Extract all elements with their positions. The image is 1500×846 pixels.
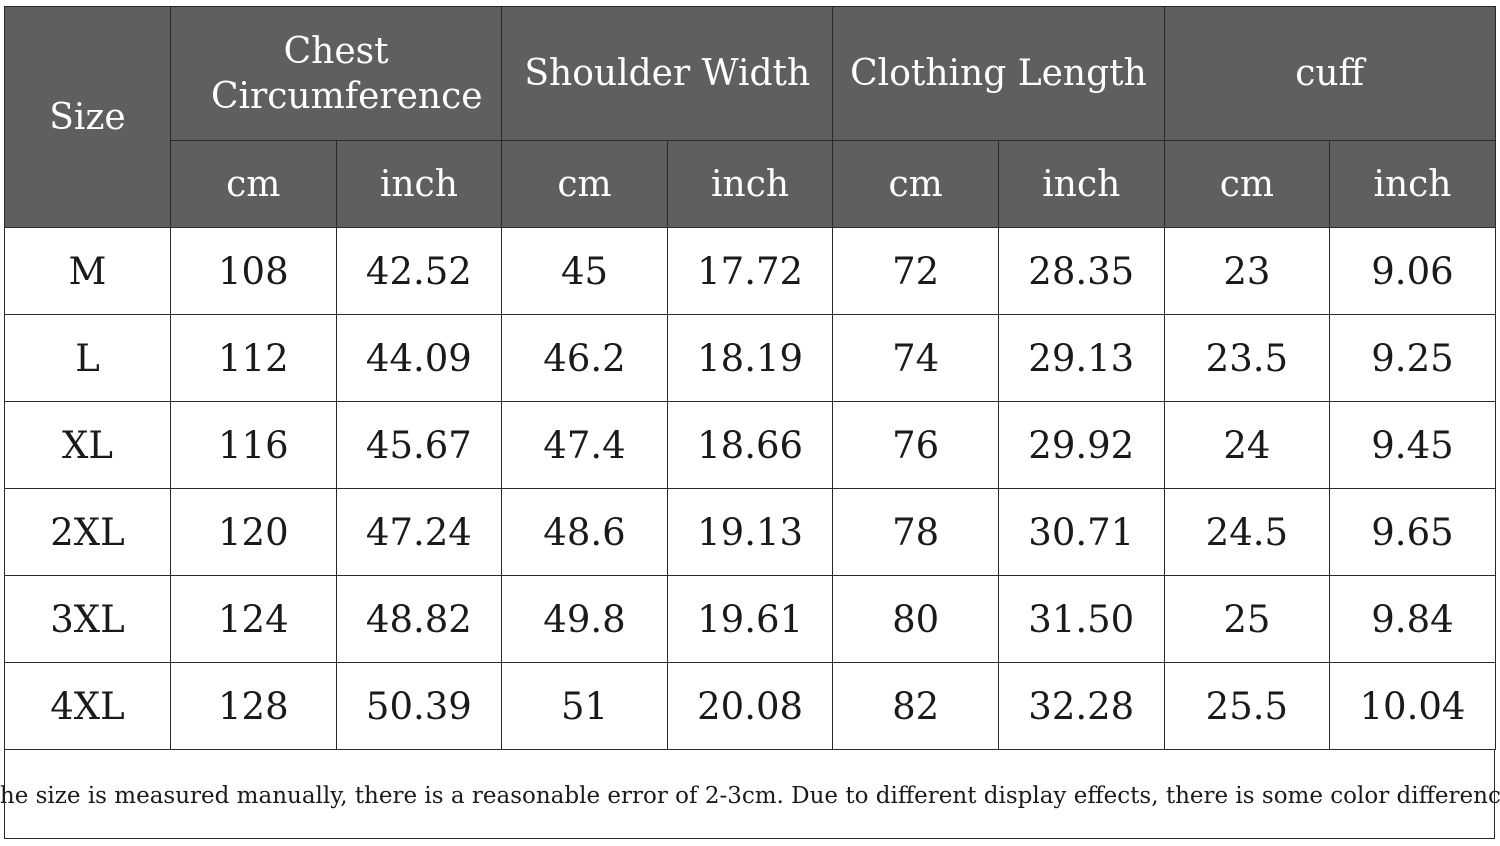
size-cell: XL	[4, 401, 171, 489]
value-cell: 82	[832, 662, 999, 750]
value-cell: 25.5	[1163, 662, 1331, 750]
value-cell: 78	[832, 488, 999, 576]
size-column-header: Size	[4, 6, 171, 228]
value-cell: 32.28	[997, 662, 1165, 750]
size-cell: 3XL	[4, 575, 171, 663]
value-cell: 17.72	[666, 227, 834, 315]
value-cell: 76	[832, 401, 999, 489]
value-cell: 9.06	[1329, 227, 1496, 315]
value-cell: 112	[170, 314, 337, 402]
value-cell: 46.2	[501, 314, 668, 402]
table-row: L 112 44.09 46.2 18.19 74 29.13 23.5 9.2…	[4, 314, 1496, 402]
cuff-header: cuff	[1163, 6, 1496, 141]
value-cell: 45.67	[335, 401, 503, 489]
unit-header: cm	[170, 140, 337, 228]
unit-header: inch	[335, 140, 503, 228]
value-cell: 128	[170, 662, 337, 750]
value-cell: 10.04	[1329, 662, 1496, 750]
clothing-length-header: Clothing Length	[832, 6, 1165, 141]
value-cell: 19.61	[666, 575, 834, 663]
value-cell: 51	[501, 662, 668, 750]
value-cell: 20.08	[666, 662, 834, 750]
value-cell: 9.84	[1329, 575, 1496, 663]
value-cell: 25	[1163, 575, 1331, 663]
unit-header: cm	[501, 140, 668, 228]
value-cell: 120	[170, 488, 337, 576]
header-group-row: Size Chest Circumference Shoulder Width …	[4, 6, 1496, 228]
size-cell: 2XL	[4, 488, 171, 576]
value-cell: 30.71	[997, 488, 1165, 576]
unit-header: inch	[1329, 140, 1496, 228]
value-cell: 24	[1163, 401, 1331, 489]
value-cell: 23	[1163, 227, 1331, 315]
unit-header: cm	[832, 140, 999, 228]
value-cell: 29.92	[997, 401, 1165, 489]
chest-circumference-header: Chest Circumference	[169, 6, 503, 141]
measurement-note: The size is measured manually, there is …	[0, 782, 1500, 809]
value-cell: 47.4	[501, 401, 668, 489]
value-cell: 45	[501, 227, 668, 315]
value-cell: 42.52	[335, 227, 503, 315]
value-cell: 48.82	[335, 575, 503, 663]
value-cell: 19.13	[666, 488, 834, 576]
value-cell: 72	[832, 227, 999, 315]
table-row: M 108 42.52 45 17.72 72 28.35 23 9.06	[4, 227, 1496, 315]
value-cell: 47.24	[335, 488, 503, 576]
unit-header: inch	[666, 140, 834, 228]
value-cell: 18.19	[666, 314, 834, 402]
unit-header: cm	[1163, 140, 1331, 228]
value-cell: 49.8	[501, 575, 668, 663]
value-cell: 9.45	[1329, 401, 1496, 489]
table-row: 3XL 124 48.82 49.8 19.61 80 31.50 25 9.8…	[4, 575, 1496, 663]
value-cell: 9.65	[1329, 488, 1496, 576]
table-row: 4XL 128 50.39 51 20.08 82 32.28 25.5 10.…	[4, 662, 1496, 750]
value-cell: 31.50	[997, 575, 1165, 663]
value-cell: 108	[170, 227, 337, 315]
value-cell: 23.5	[1163, 314, 1331, 402]
shoulder-width-header: Shoulder Width	[501, 6, 834, 141]
size-cell: M	[4, 227, 171, 315]
value-cell: 124	[170, 575, 337, 663]
unit-header: inch	[997, 140, 1165, 228]
value-cell: 24.5	[1163, 488, 1331, 576]
value-cell: 44.09	[335, 314, 503, 402]
table-row: 2XL 120 47.24 48.6 19.13 78 30.71 24.5 9…	[4, 488, 1496, 576]
table-row: XL 116 45.67 47.4 18.66 76 29.92 24 9.45	[4, 401, 1496, 489]
size-chart-table: Size Chest Circumference Shoulder Width …	[4, 6, 1496, 750]
header-unit-row: cm inch cm inch cm inch cm inch	[5, 140, 1496, 228]
size-cell: L	[4, 314, 171, 402]
value-cell: 9.25	[1329, 314, 1496, 402]
value-cell: 28.35	[997, 227, 1165, 315]
size-cell: 4XL	[4, 662, 171, 750]
value-cell: 50.39	[335, 662, 503, 750]
value-cell: 74	[832, 314, 999, 402]
value-cell: 18.66	[666, 401, 834, 489]
value-cell: 29.13	[997, 314, 1165, 402]
value-cell: 80	[832, 575, 999, 663]
value-cell: 48.6	[501, 488, 668, 576]
value-cell: 116	[170, 401, 337, 489]
